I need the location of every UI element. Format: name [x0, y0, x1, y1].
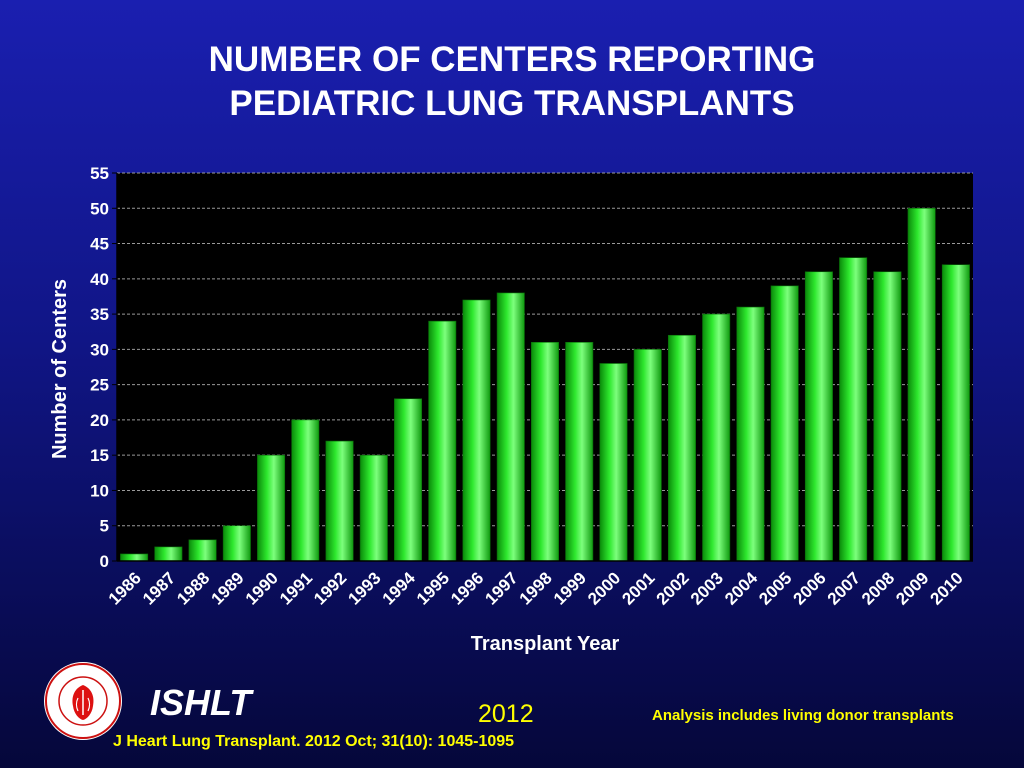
x-tick-label: 2008	[858, 568, 898, 608]
x-tick-label: 1990	[242, 568, 282, 608]
bar-1990	[257, 454, 286, 562]
x-tick-label: 1998	[516, 568, 556, 608]
bar-2004	[736, 306, 765, 562]
x-tick-label: 1993	[344, 568, 384, 608]
analysis-note: Analysis includes living donor transplan…	[652, 707, 954, 724]
report-year: 2012	[478, 700, 534, 728]
bar-2002	[667, 334, 696, 562]
citation: J Heart Lung Transplant. 2012 Oct; 31(10…	[113, 733, 515, 750]
bar-1993	[359, 454, 388, 562]
x-tick-label: 2010	[927, 568, 967, 608]
x-axis-label: Transplant Year	[471, 633, 620, 655]
x-tick-label: 1997	[481, 568, 521, 608]
bar-1999	[565, 342, 594, 562]
y-tick-label: 50	[90, 199, 109, 218]
x-tick-label: 2002	[653, 568, 693, 608]
bar-1995	[428, 320, 457, 562]
bar-2006	[804, 271, 833, 562]
x-tick-label: 2003	[687, 568, 727, 608]
y-tick-label: 0	[100, 552, 109, 571]
x-tick-label: 2009	[892, 568, 932, 608]
y-tick-label: 10	[90, 481, 109, 500]
x-tick-label: 1996	[447, 568, 487, 608]
bar-2005	[770, 285, 799, 562]
x-tick-label: 1988	[173, 568, 213, 608]
y-axis-label: Number of Centers	[49, 279, 71, 459]
bar-2010	[941, 264, 970, 562]
y-tick-label: 40	[90, 270, 109, 289]
title-line-1: NUMBER OF CENTERS REPORTING	[208, 40, 816, 79]
x-tick-label: 2006	[790, 568, 830, 608]
bar-1992	[325, 440, 354, 562]
bar-1987	[154, 546, 183, 562]
x-tick-label: 1986	[105, 568, 145, 608]
y-tick-label: 15	[90, 446, 109, 465]
bar-1996	[462, 299, 491, 562]
bar-1989	[222, 525, 251, 562]
bar-2001	[633, 349, 662, 562]
ishlt-logo	[44, 662, 122, 740]
bar-2008	[873, 271, 902, 562]
bar-1988	[188, 539, 217, 562]
x-tick-label: 2004	[721, 568, 762, 609]
x-tick-label: 1991	[276, 568, 316, 608]
bar-1994	[394, 398, 423, 562]
y-tick-label: 55	[90, 164, 109, 183]
x-tick-label: 1992	[310, 568, 350, 608]
bar-1991	[291, 419, 320, 562]
bar-1997	[496, 292, 525, 562]
x-tick-label: 2005	[755, 568, 795, 608]
slide-title: NUMBER OF CENTERS REPORTING PEDIATRIC LU…	[0, 38, 1024, 126]
x-tick-label: 1999	[550, 568, 590, 608]
org-name: ISHLT	[150, 682, 252, 723]
x-tick-label: 2001	[618, 568, 658, 608]
x-tick-label: 1994	[379, 568, 420, 609]
x-tick-label: 2007	[824, 568, 864, 608]
bar-2000	[599, 363, 628, 562]
bar-2009	[907, 207, 936, 562]
bar-1986	[120, 553, 149, 562]
bar-2003	[702, 313, 731, 562]
x-tick-label: 2000	[584, 568, 624, 608]
y-tick-label: 35	[90, 305, 109, 324]
title-line-2: PEDIATRIC LUNG TRANSPLANTS	[229, 84, 795, 123]
y-tick-label: 5	[100, 517, 109, 536]
y-tick-label: 30	[90, 340, 109, 359]
x-tick-label: 1995	[413, 568, 453, 608]
y-tick-label: 45	[90, 235, 109, 254]
x-tick-label: 1987	[139, 568, 179, 608]
y-tick-label: 20	[90, 411, 109, 430]
bar-1998	[531, 342, 559, 562]
bar-2007	[839, 257, 868, 562]
x-tick-label: 1989	[207, 568, 247, 608]
y-tick-label: 25	[90, 376, 109, 395]
